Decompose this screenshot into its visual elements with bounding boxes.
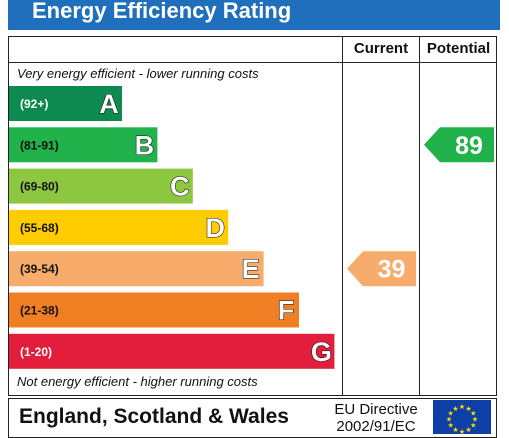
eu-directive-line1: EU Directive — [334, 401, 418, 418]
band-bar-a — [9, 86, 122, 121]
potential-column-header: Potential — [426, 40, 491, 57]
svg-text:★: ★ — [452, 405, 458, 413]
chart-frame — [8, 36, 497, 396]
header-bar: Energy Efficiency Rating — [8, 0, 500, 30]
top-caption: Very energy efficient - lower running co… — [17, 66, 259, 81]
svg-text:★: ★ — [465, 426, 471, 434]
eu-directive-line2: 2002/91/EC — [336, 418, 416, 435]
svg-text:★: ★ — [470, 421, 476, 429]
band-bar-g — [9, 333, 335, 369]
svg-text:★: ★ — [448, 410, 454, 418]
band-bar-d — [9, 209, 229, 245]
current-column-header: Current — [353, 40, 409, 57]
svg-text:★: ★ — [472, 416, 478, 424]
potential-rating-value: 89 — [455, 132, 483, 160]
svg-text:★: ★ — [465, 405, 471, 413]
band-range-a: (92+) — [20, 97, 48, 111]
band-bar-b — [9, 127, 158, 163]
band-range-b: (81-91) — [20, 138, 59, 152]
band-bar-c — [9, 168, 193, 204]
potential-rating-arrow — [424, 127, 494, 163]
band-letter-f: F — [278, 296, 295, 326]
current-rating-arrow — [347, 251, 416, 287]
svg-text:★: ★ — [470, 410, 476, 418]
svg-text:★: ★ — [448, 421, 454, 429]
band-range-c: (69-80) — [20, 180, 59, 194]
footer-region: England, Scotland & Wales — [19, 405, 289, 428]
band-letter-g: G — [311, 337, 332, 367]
band-letter-d: D — [205, 213, 225, 243]
header-row-divider — [8, 62, 497, 63]
band-range-g: (1-20) — [20, 345, 52, 359]
band-letter-a: A — [99, 89, 119, 119]
band-range-d: (55-68) — [20, 221, 59, 235]
band-letter-b: B — [135, 130, 155, 160]
band-range-f: (21-38) — [20, 304, 59, 318]
band-letter-c: C — [170, 172, 190, 202]
svg-text:★: ★ — [459, 403, 465, 411]
potential-column-divider — [419, 36, 420, 396]
band-bar-f — [9, 292, 299, 328]
band-range-e: (39-54) — [20, 262, 59, 276]
eu-flag-icon: ★ ★★ ★★★ ★★★ ★★★ — [433, 400, 491, 434]
bottom-caption: Not energy efficient - higher running co… — [17, 374, 258, 389]
chart-title: Energy Efficiency Rating — [32, 0, 292, 23]
current-column-divider — [342, 36, 343, 396]
current-rating-value: 39 — [378, 256, 406, 284]
band-letter-e: E — [242, 254, 260, 284]
svg-text:★: ★ — [446, 416, 452, 424]
band-bar-e — [9, 251, 264, 287]
svg-text:★: ★ — [459, 428, 465, 434]
